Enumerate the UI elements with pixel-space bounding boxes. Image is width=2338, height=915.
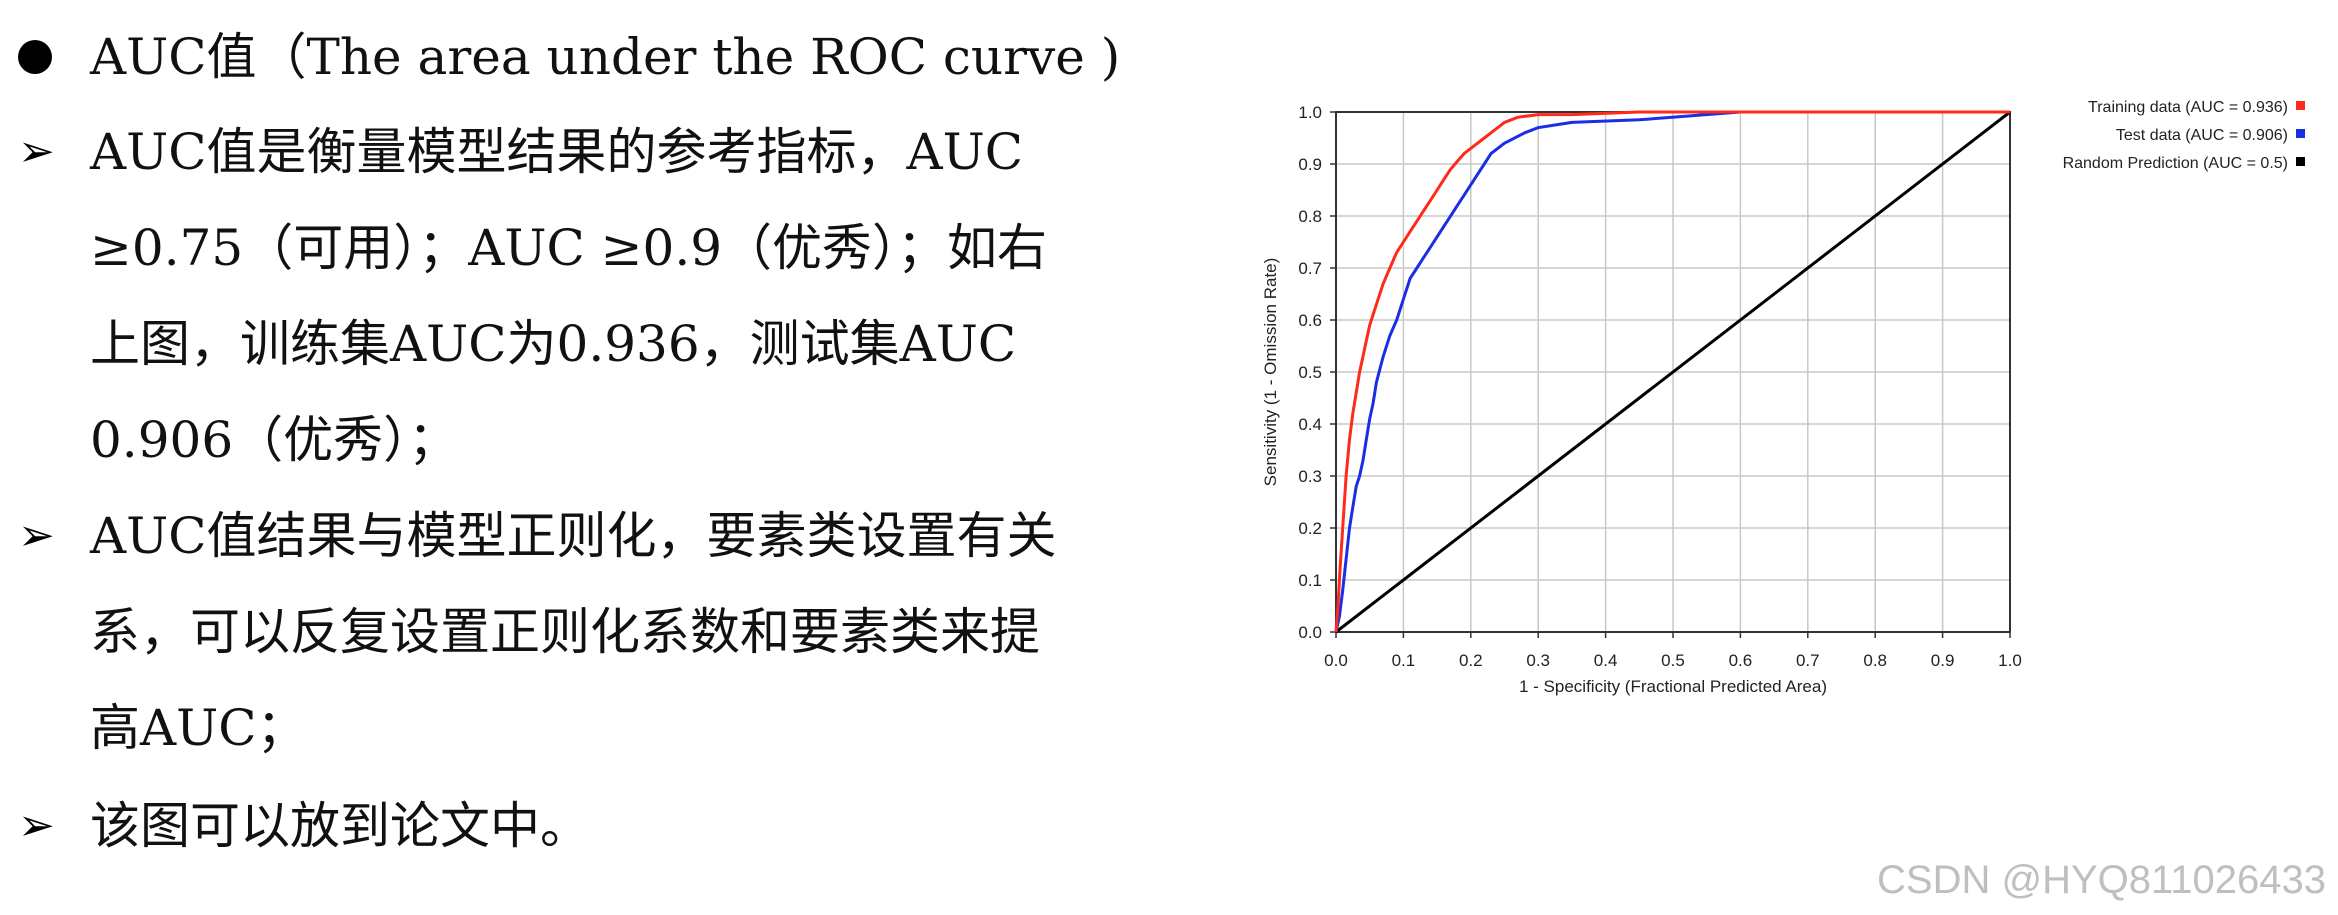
series-line-2 [1335, 110, 2011, 634]
y-tick-label: 0.6 [1298, 311, 1322, 330]
x-tick-label: 0.3 [1526, 651, 1550, 670]
bullet-3-line-1: AUC值结果与模型正则化，要素类设置有关 [90, 507, 1057, 565]
y-tick-label: 0.1 [1298, 571, 1322, 590]
x-tick-label: 0.7 [1796, 651, 1820, 670]
y-tick-label: 0.5 [1298, 363, 1322, 382]
series-line-0 [1334, 110, 2010, 633]
x-tick-label: 0.5 [1661, 651, 1685, 670]
x-tick-label: 0.1 [1392, 651, 1416, 670]
y-tick-label: 1.0 [1298, 103, 1322, 122]
arrow-bullet-icon: ➢ [18, 800, 55, 851]
legend-swatch [2296, 129, 2305, 138]
bullet-2-line-4: 0.906（优秀）； [90, 411, 459, 469]
x-tick-label: 0.2 [1459, 651, 1483, 670]
legend-label: Random Prediction (AUC = 0.5) [2063, 155, 2288, 172]
bullet-2-line-2: ≥0.75（可用）；AUC ≥0.9（优秀）；如右 [90, 219, 1048, 277]
x-tick-label: 0.0 [1324, 651, 1348, 670]
bullet-4-text: 该图可以放到论文中。 [90, 797, 590, 855]
x-tick-label: 0.9 [1931, 651, 1955, 670]
series-line-1 [1334, 110, 2010, 633]
bullet-3-line-3: 高AUC； [90, 699, 307, 757]
x-tick-label: 0.4 [1594, 651, 1618, 670]
legend-swatch [2296, 101, 2305, 110]
legend-label: Training data (AUC = 0.936) [2088, 99, 2288, 116]
arrow-bullet-icon: ➢ [18, 510, 55, 561]
x-tick-label: 0.8 [1863, 651, 1887, 670]
legend-swatch [2296, 157, 2305, 166]
roc-chart: 0.0 0.1 0.2 0.3 0.4 0.5 0.6 0.7 0.8 0.9 1.0 0.0 0.1 0… [1261, 99, 2305, 696]
watermark: CSDN @HYQ811026433 [1877, 858, 2326, 902]
x-tick-label: 1.0 [1998, 651, 2022, 670]
y-tick-label: 0.7 [1298, 259, 1322, 278]
y-tick-label: 0.3 [1298, 467, 1322, 486]
bullet-2-line-1: AUC值是衡量模型结果的参考指标，AUC [90, 123, 1024, 181]
bullet-1-text: AUC值（The area under the ROC curve ) [90, 28, 1121, 86]
bullet-3-line-2: 系，可以反复设置正则化系数和要素类来提 [90, 603, 1040, 661]
x-axis-label: 1 - Specificity (Fractional Predicted Ar… [1519, 677, 1827, 696]
y-axis-label: Sensitivity (1 - Omission Rate) [1261, 258, 1280, 487]
y-tick-label: 0.2 [1298, 519, 1322, 538]
y-tick-label: 0.0 [1298, 623, 1322, 642]
y-tick-label: 0.8 [1298, 207, 1322, 226]
legend-label: Test data (AUC = 0.906) [2116, 127, 2288, 144]
y-tick-label: 0.4 [1298, 415, 1322, 434]
bullet-2-line-3: 上图，训练集AUC为0.936，测试集AUC [90, 315, 1017, 373]
x-tick-label: 0.6 [1729, 651, 1753, 670]
y-tick-label: 0.9 [1298, 155, 1322, 174]
arrow-bullet-icon: ➢ [18, 126, 55, 177]
bullet-dot-icon [18, 40, 52, 74]
